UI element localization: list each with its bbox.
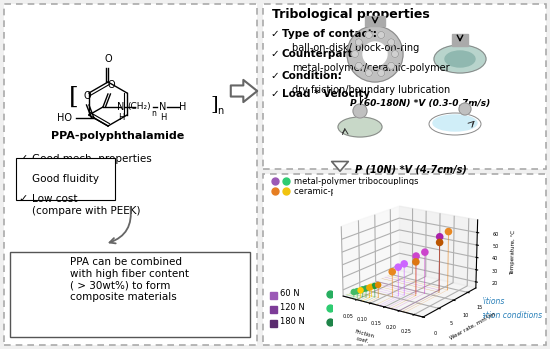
Circle shape: [365, 31, 372, 38]
Text: :  Under boundary lubrication conditions: : Under boundary lubrication conditions: [388, 311, 542, 319]
Ellipse shape: [429, 113, 481, 135]
FancyArrowPatch shape: [332, 162, 348, 171]
Text: N: N: [117, 102, 125, 112]
Text: ✓: ✓: [18, 174, 28, 184]
FancyBboxPatch shape: [4, 4, 257, 345]
Ellipse shape: [434, 45, 486, 73]
Ellipse shape: [338, 117, 382, 137]
Circle shape: [355, 39, 362, 46]
Text: 0.3 m/s: 0.3 m/s: [336, 290, 367, 298]
Text: n: n: [217, 106, 223, 116]
Text: ✓: ✓: [270, 49, 279, 59]
Text: (CH₂): (CH₂): [127, 103, 151, 111]
Text: metal-polymer/ceramic-polymer: metal-polymer/ceramic-polymer: [292, 63, 450, 73]
Circle shape: [365, 69, 372, 76]
Text: ✓: ✓: [270, 29, 279, 39]
Text: H: H: [160, 112, 166, 121]
Text: dry friction/boundary lubrication: dry friction/boundary lubrication: [292, 85, 450, 95]
Text: 0.7 m/s: 0.7 m/s: [336, 318, 367, 327]
Text: Counterpart:: Counterpart:: [282, 49, 358, 59]
Text: P (60-180N) *V (0.3-0.7m/s): P (60-180N) *V (0.3-0.7m/s): [350, 99, 490, 108]
Text: n: n: [151, 109, 156, 118]
Text: O: O: [104, 54, 112, 64]
Text: H: H: [179, 102, 186, 112]
Text: Good fluidity: Good fluidity: [32, 174, 99, 184]
FancyBboxPatch shape: [452, 34, 468, 46]
Text: P (10N) *V (4.7cm/s): P (10N) *V (4.7cm/s): [355, 164, 467, 174]
Circle shape: [378, 69, 384, 76]
Text: 0.5 m/s: 0.5 m/s: [336, 304, 367, 312]
Circle shape: [363, 42, 387, 66]
Circle shape: [347, 26, 403, 82]
Text: ceramic-polymer tribocouplings: ceramic-polymer tribocouplings: [294, 186, 428, 195]
Text: 60 N: 60 N: [280, 290, 300, 298]
Text: ✓: ✓: [18, 194, 28, 204]
Text: 180 N: 180 N: [280, 318, 305, 327]
Text: N: N: [160, 102, 167, 112]
Y-axis label: Wear rate, mm³/m: Wear rate, mm³/m: [449, 311, 497, 341]
Text: ]: ]: [210, 95, 218, 113]
Text: ✓: ✓: [270, 89, 279, 99]
Text: :  Under dry friction conditions: : Under dry friction conditions: [388, 297, 504, 306]
Text: 120 N: 120 N: [280, 304, 305, 312]
Text: Load * Velocity: Load * Velocity: [282, 89, 370, 99]
Text: H: H: [118, 112, 124, 121]
Text: Low cost
(compare with PEEK): Low cost (compare with PEEK): [32, 194, 140, 216]
Circle shape: [459, 103, 471, 115]
Text: PPA can be combined
with high fiber content
( > 30wt%) to form
composite materia: PPA can be combined with high fiber cont…: [70, 257, 190, 302]
Text: ball-on-disk/ block-on-ring: ball-on-disk/ block-on-ring: [292, 43, 419, 53]
Text: O: O: [107, 80, 115, 90]
Text: Good mech. properties: Good mech. properties: [32, 154, 152, 164]
Text: Type of contact:: Type of contact:: [282, 29, 377, 39]
FancyBboxPatch shape: [263, 4, 546, 169]
Circle shape: [351, 51, 359, 58]
Text: O: O: [83, 91, 91, 101]
Circle shape: [388, 39, 395, 46]
Circle shape: [388, 62, 395, 69]
FancyBboxPatch shape: [10, 252, 250, 337]
Circle shape: [378, 31, 384, 38]
Text: HO: HO: [57, 113, 72, 123]
Text: ✓: ✓: [18, 154, 28, 164]
FancyBboxPatch shape: [263, 174, 546, 345]
FancyBboxPatch shape: [365, 16, 385, 26]
Text: [: [: [69, 86, 79, 109]
Bar: [270, 306, 277, 313]
Circle shape: [353, 104, 367, 118]
Text: ✓: ✓: [270, 71, 279, 81]
Bar: [270, 292, 277, 299]
Circle shape: [355, 62, 362, 69]
FancyArrowPatch shape: [231, 80, 257, 102]
Text: Condition:: Condition:: [282, 71, 343, 81]
Text: Tribological properties: Tribological properties: [272, 8, 430, 21]
Circle shape: [392, 51, 399, 58]
X-axis label: Friction
coef.: Friction coef.: [353, 329, 375, 345]
Text: PPA-polyphthalamide: PPA-polyphthalamide: [51, 131, 185, 141]
Bar: [270, 320, 277, 327]
Text: metal-polymer tribocouplings: metal-polymer tribocouplings: [294, 177, 419, 186]
Ellipse shape: [445, 51, 475, 67]
Ellipse shape: [433, 115, 477, 131]
